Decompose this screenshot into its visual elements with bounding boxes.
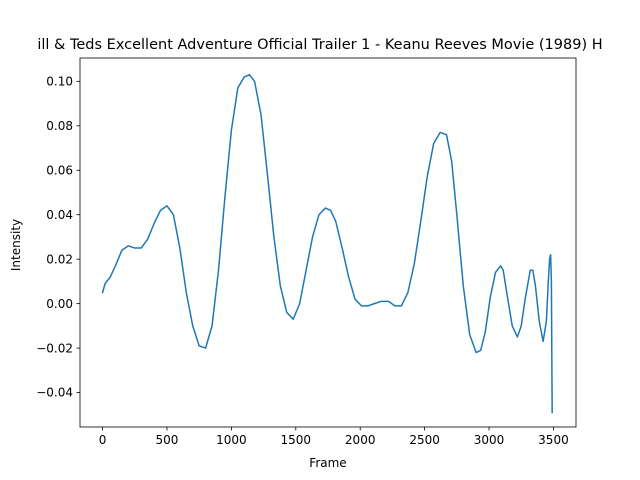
y-tick-label: 0.00 [46, 297, 73, 311]
x-tick-label: 3500 [538, 433, 569, 447]
y-tick-label: −0.04 [36, 386, 73, 400]
y-tick-label: 0.04 [46, 208, 73, 222]
axes-frame [79, 57, 577, 428]
series-line-0 [101, 73, 553, 414]
y-tick-label: 0.06 [46, 163, 73, 177]
y-axis-label: Intensity [9, 219, 23, 271]
x-tick-label: 2000 [345, 433, 376, 447]
x-tick-label: 1000 [216, 433, 247, 447]
x-tick-label: 3000 [474, 433, 505, 447]
chart-title: ill & Teds Excellent Adventure Official … [37, 37, 602, 53]
y-tick-label: 0.02 [46, 252, 73, 266]
y-tick-label: 0.08 [46, 119, 73, 133]
x-tick-label: 2500 [409, 433, 440, 447]
y-tick-label: 0.10 [46, 75, 73, 89]
x-tick-label: 1500 [281, 433, 312, 447]
x-tick-label: 500 [156, 433, 179, 447]
plot-area [101, 73, 553, 414]
x-tick-label: 0 [99, 433, 107, 447]
x-axis-label: Frame [309, 456, 346, 470]
y-tick-label: −0.02 [36, 341, 73, 355]
axes: 0 500 1000 1500 2000 2500 3000 3500 −0.04 −0.02 0.… [36, 57, 577, 447]
